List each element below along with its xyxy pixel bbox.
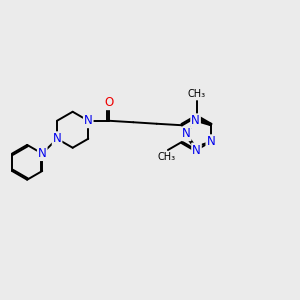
Text: N: N <box>53 132 62 145</box>
Text: CH₃: CH₃ <box>188 89 206 99</box>
Text: N: N <box>182 127 190 140</box>
Text: N: N <box>192 143 201 157</box>
Text: O: O <box>104 96 113 109</box>
Text: CH₃: CH₃ <box>158 152 175 162</box>
Text: N: N <box>206 135 215 148</box>
Text: N: N <box>38 147 46 160</box>
Text: N: N <box>84 114 93 127</box>
Text: N: N <box>191 114 200 127</box>
